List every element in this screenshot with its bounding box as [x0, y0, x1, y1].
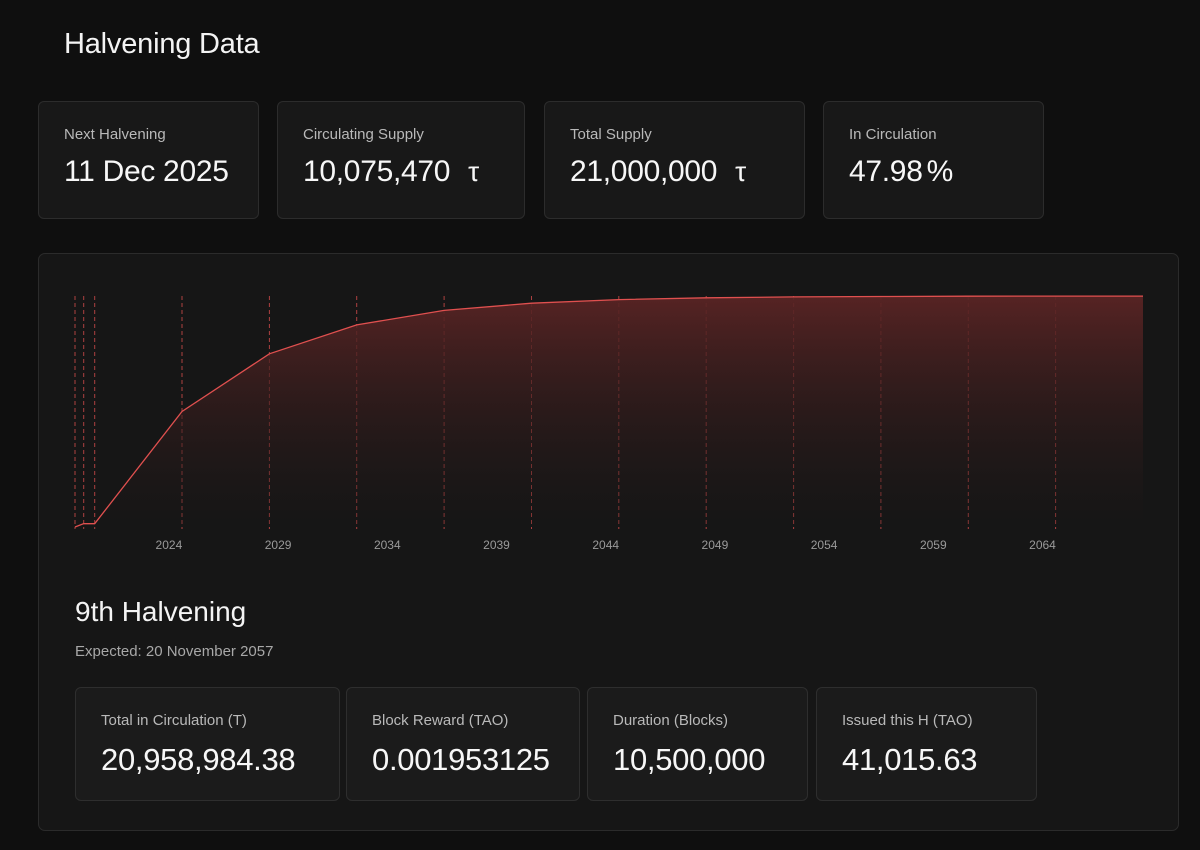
total-supply-label: Total Supply: [570, 126, 652, 143]
next-halvening-label: Next Halvening: [64, 126, 166, 143]
duration-card: Duration (Blocks) 10,500,000: [587, 687, 808, 801]
block-reward-label: Block Reward (TAO): [372, 712, 509, 729]
x-tick-label: 2059: [920, 538, 947, 552]
next-halvening-value: 11 Dec 2025: [64, 154, 258, 190]
x-tick-label: 2054: [811, 538, 838, 552]
total-supply-number: 21,000,000: [570, 155, 718, 188]
duration-label: Duration (Blocks): [613, 712, 729, 729]
x-tick-label: 2039: [483, 538, 510, 552]
circulating-supply-card: Circulating Supply 10,075,470 τ: [277, 101, 525, 219]
x-tick-label: 2029: [265, 538, 292, 552]
x-tick-label: 2044: [592, 538, 619, 552]
in-circulation-card: In Circulation 47.98%: [823, 101, 1044, 219]
issued-this-halving-label: Issued this H (TAO): [842, 712, 973, 729]
total-in-circulation-card: Total in Circulation (T) 20,958,984.38: [75, 687, 340, 801]
total-in-circulation-value: 20,958,984.38: [101, 742, 296, 777]
in-circulation-number: 47.98: [849, 155, 923, 188]
x-tick-label: 2034: [374, 538, 401, 552]
x-tick-label: 2024: [156, 538, 183, 552]
halving-chart-panel: 2024 2029 2034 2039 2044 2049 2054 2059 2064 9th…: [38, 253, 1179, 831]
tao-symbol-icon: τ: [468, 156, 479, 187]
supply-chart[interactable]: 2024 2029 2034 2039 2044 2049 2054 2059 2064: [39, 254, 1178, 584]
page-title: Halvening Data: [64, 28, 260, 60]
next-halvening-date: 11 Dec 2025: [64, 155, 229, 188]
circulating-supply-number: 10,075,470: [303, 155, 451, 188]
issued-this-halving-value: 41,015.63: [842, 742, 978, 777]
halving-title: 9th Halvening: [75, 596, 247, 627]
in-circulation-value: 47.98%: [849, 154, 1043, 190]
supply-line[interactable]: [74, 295, 1143, 528]
tao-symbol-icon: τ: [735, 156, 746, 187]
circulating-supply-label: Circulating Supply: [303, 126, 424, 143]
in-circulation-label: In Circulation: [849, 126, 937, 143]
total-in-circulation-label: Total in Circulation (T): [101, 712, 247, 729]
x-axis-ticks: 2024 2029 2034 2039 2044 2049 2054 2059 2064: [156, 538, 1057, 552]
block-reward-value: 0.001953125: [372, 742, 550, 777]
percent-sign: %: [926, 155, 954, 188]
x-tick-label: 2064: [1029, 538, 1056, 552]
circulating-supply-value: 10,075,470 τ: [303, 154, 524, 190]
issued-this-halving-card: Issued this H (TAO) 41,015.63: [816, 687, 1037, 801]
duration-value: 10,500,000: [613, 742, 766, 777]
x-tick-label: 2049: [702, 538, 729, 552]
supply-area: [75, 296, 1143, 527]
block-reward-card: Block Reward (TAO) 0.001953125: [346, 687, 580, 801]
total-supply-value: 21,000,000 τ: [570, 154, 804, 190]
halving-expected-date: Expected: 20 November 2057: [75, 643, 274, 660]
next-halvening-card: Next Halvening 11 Dec 2025: [38, 101, 259, 219]
total-supply-card: Total Supply 21,000,000 τ: [544, 101, 805, 219]
